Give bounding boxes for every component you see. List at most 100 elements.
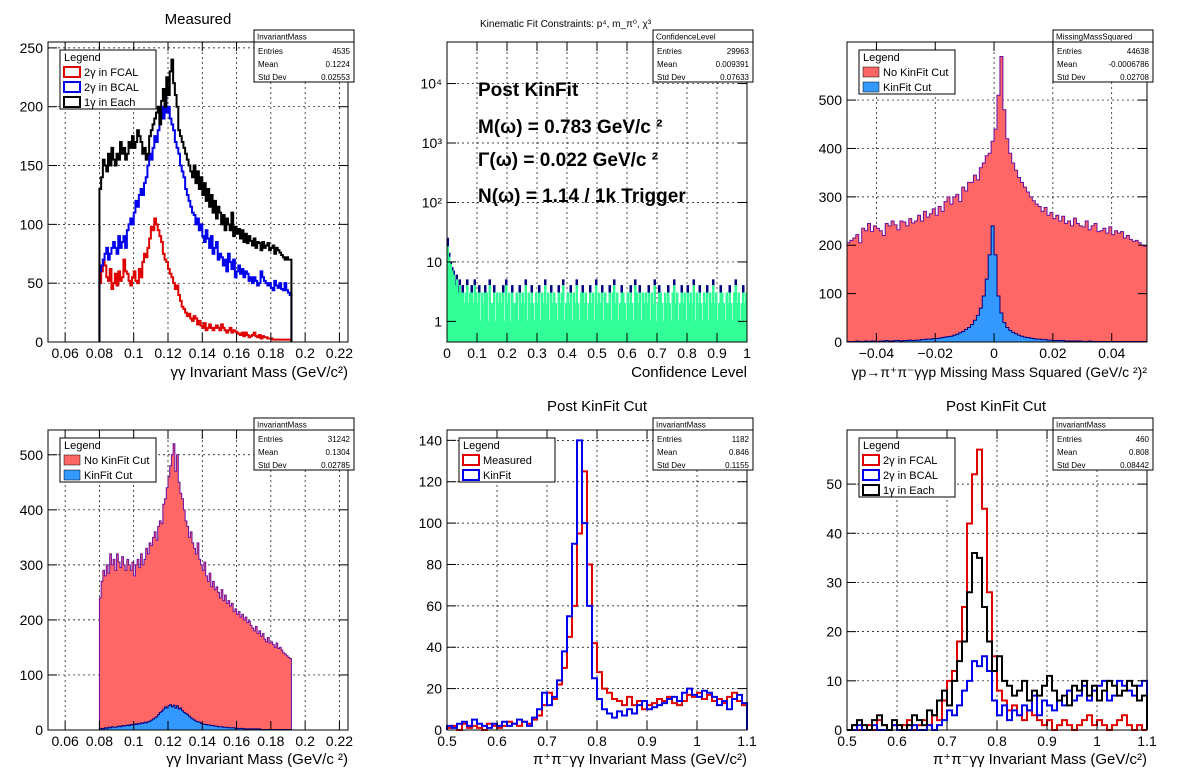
title-post-kinfit-cut-a: Post KinFit Cut [547, 398, 648, 415]
stats-value: 0.808 [1129, 448, 1150, 457]
y-tick-label: 200 [20, 99, 44, 115]
x-tick-label: 0.14 [189, 345, 216, 361]
series-kinfit-cut [98, 704, 292, 731]
legend-title: Legend [64, 52, 101, 64]
stats-label: Mean [258, 448, 278, 457]
stats-label: Mean [1057, 60, 1077, 69]
y-tick-label: 0 [35, 334, 43, 350]
stats-label: Entries [657, 435, 682, 444]
stats-value: 0.02708 [1120, 73, 1149, 82]
x-tick-label: 0.9 [707, 345, 727, 361]
x-tick-label: 0.02 [1039, 345, 1066, 361]
y-tick-label: 40 [826, 525, 842, 541]
stats-value: 4535 [332, 47, 350, 56]
legend-swatch [63, 469, 81, 481]
plot-invariant-mass-cut: 0.06 0.08 0.1 0.12 0.14 0.16 0.18 0.2 0.22 0 100 20… [20, 417, 355, 749]
plot-frame [47, 41, 349, 343]
stats-value: 29963 [727, 47, 750, 56]
stats-box: InvariantMass Entries 4535 Mean 0.1224 Std De… [253, 29, 355, 83]
x-tick-label: 0.7 [937, 733, 957, 749]
x-tick-label: −0.02 [918, 345, 954, 361]
legend-title: Legend [863, 52, 900, 64]
y-tick-label: 400 [819, 140, 843, 156]
y-tick-label: 1 [434, 313, 442, 329]
annotation-post-kinfit: Post KinFit [478, 80, 579, 101]
stats-box: InvariantMass Entries 31242 Mean 0.1304 Std D… [253, 417, 355, 471]
y-tick-label: 200 [819, 237, 843, 253]
x-tick-label: 0.3 [527, 345, 547, 361]
stats-label: Entries [1057, 47, 1082, 56]
title-post-kinfit-cut-b: Post KinFit Cut [946, 398, 1047, 415]
legend-entry: KinFit Cut [883, 82, 931, 94]
legend-swatch [862, 469, 880, 481]
stats-label: Mean [258, 60, 278, 69]
x-tick-label: 0.1 [467, 345, 487, 361]
stats-value: 31242 [328, 435, 351, 444]
y-tick-label: 100 [20, 216, 44, 232]
x-tick-label: 0.08 [86, 345, 113, 361]
x-tick-label: 0.18 [257, 733, 284, 749]
legend: Legend No KinFit Cut KinFit Cut [858, 49, 956, 95]
plot-post-kinfit-by-detector: 0.5 0.6 0.7 0.8 0.9 1 1.1 0 10 20 30 40 50 InvariantM… [826, 417, 1157, 749]
x-tick-label: 0.22 [326, 733, 353, 749]
stats-box-name: ConfidenceLevel [656, 33, 716, 42]
x-tick-label: 0.8 [987, 733, 1007, 749]
x-tick-label: 0.06 [52, 733, 79, 749]
legend-title: Legend [64, 440, 101, 452]
x-tick-label: 0.2 [295, 345, 315, 361]
y-tick-label: 150 [20, 158, 44, 174]
series-2-in-fcal [98, 217, 293, 342]
y-tick-label: 40 [426, 639, 442, 655]
legend-swatch [862, 454, 880, 466]
stats-value: 460 [1136, 435, 1150, 444]
annotation-width: Γ(ω) = 0.022 GeV/c ² [478, 150, 658, 171]
x-tick-label: 0.4 [557, 345, 577, 361]
annotation-yield: N(ω) = 1.14 / 1k Trigger [478, 186, 686, 207]
plot-measured: 0.06 0.08 0.1 0.12 0.14 0.16 0.18 0.2 0.22 0 50 100… [20, 29, 355, 361]
legend-swatch [462, 454, 480, 466]
x-tick-label: 0.7 [537, 733, 557, 749]
x-tick-label: 0.8 [677, 345, 697, 361]
y-tick-label: 20 [426, 681, 442, 697]
y-tick-label: 0 [834, 722, 842, 738]
x-tick-label: 0.16 [223, 733, 250, 749]
axis-ticks: 0.06 0.08 0.1 0.12 0.14 0.16 0.18 0.2 0.22 0 100 20… [20, 430, 353, 749]
x-tick-label: 1.1 [737, 733, 757, 749]
y-tick-label: 120 [419, 474, 443, 490]
xlabel-measured: γγ Invariant Mass (GeV/c²) [170, 364, 348, 381]
x-tick-label: 0.9 [1037, 733, 1057, 749]
stats-value: 0.1224 [326, 60, 351, 69]
x-tick-label: 0.9 [637, 733, 657, 749]
stats-value: 0.1304 [326, 448, 351, 457]
x-tick-label: 0.5 [437, 733, 457, 749]
series-kinfit-cut [446, 246, 748, 343]
title-measured: Measured [165, 11, 232, 28]
series-no-kinfit-cut [846, 56, 1148, 343]
y-tick-label: 250 [20, 40, 44, 56]
stats-label: Entries [258, 435, 283, 444]
x-tick-label: 0.5 [587, 345, 607, 361]
legend: Legend 2γ in FCAL 2γ in BCAL 1γ in Each [858, 437, 956, 498]
title-kinematic-fit: Kinematic Fit Constraints: p⁴, m_π⁰, χ³ [480, 19, 652, 30]
x-tick-label: 0.04 [1098, 345, 1125, 361]
legend-swatch [862, 81, 880, 93]
stats-box-frame [652, 29, 754, 83]
y-tick-label: 10 [426, 254, 442, 270]
x-tick-label: 0.06 [52, 345, 79, 361]
x-tick-label: 0.2 [497, 345, 517, 361]
x-tick-label: 0.22 [326, 345, 353, 361]
stats-box-frame [253, 29, 355, 83]
stats-box-name: MissingMassSquared [1056, 33, 1132, 42]
x-tick-label: 1.1 [1137, 733, 1157, 749]
axis-ticks: 0.06 0.08 0.1 0.12 0.14 0.16 0.18 0.2 0.22 0 50 100… [20, 40, 354, 361]
y-tick-label: 100 [819, 286, 843, 302]
stats-box-name: InvariantMass [656, 421, 706, 430]
stats-box: InvariantMass Entries 460 Mean 0.808 Std Dev 0… [1052, 417, 1154, 471]
y-tick-label: 10² [422, 194, 443, 210]
legend-entry: 1γ in Each [883, 485, 934, 497]
x-tick-label: 0.6 [887, 733, 907, 749]
legend-swatch [63, 96, 81, 108]
stats-value: 0.07633 [720, 73, 749, 82]
stats-label: Std Dev [1057, 461, 1085, 470]
stats-value: 0.02553 [321, 73, 350, 82]
